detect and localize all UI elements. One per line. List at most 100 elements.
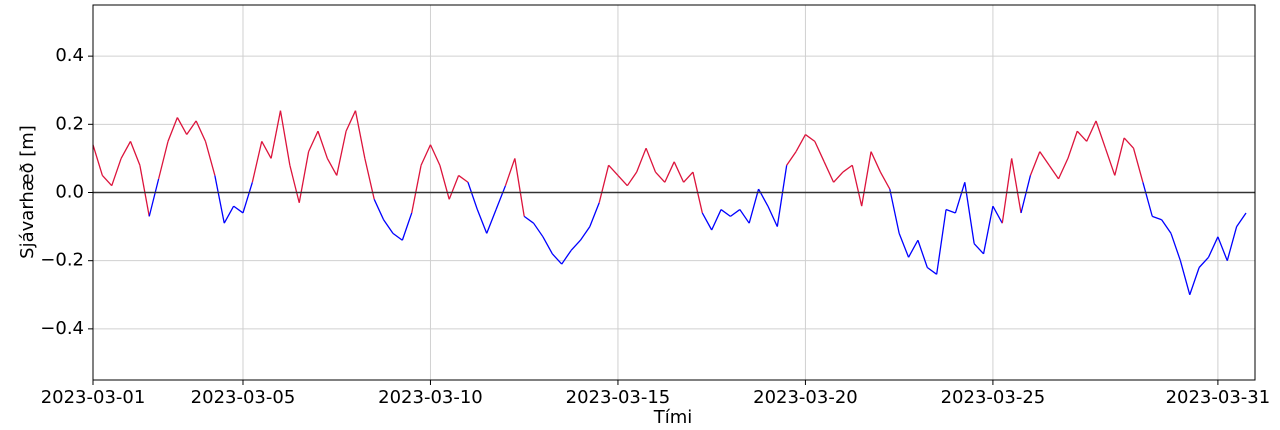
line-segment <box>1048 164 1060 180</box>
line-segment <box>298 151 310 203</box>
line-segment <box>795 134 807 152</box>
y-tick-label: 0.0 <box>55 182 84 203</box>
line-segment <box>261 141 272 159</box>
line-segment <box>289 165 300 203</box>
line-segment <box>739 209 750 224</box>
line-segment <box>223 205 235 224</box>
line-segment <box>157 141 169 180</box>
line-segment <box>514 158 525 217</box>
line-segment <box>1142 182 1153 217</box>
line-segment <box>186 120 197 135</box>
line-segment <box>664 161 675 183</box>
line-segment <box>495 185 507 210</box>
line-segment <box>467 182 478 210</box>
line-segment <box>982 206 994 254</box>
line-segment <box>448 175 460 200</box>
line-segment <box>120 141 132 159</box>
line-segment <box>926 266 938 275</box>
line-segment <box>1170 233 1182 261</box>
line-segment <box>429 144 441 166</box>
line-segment <box>617 175 628 187</box>
line-segment <box>195 120 207 142</box>
line-segment <box>598 165 610 203</box>
x-tick-label: 2023-03-20 <box>753 387 858 408</box>
plot-frame <box>92 4 1256 381</box>
x-tick-label: 2023-03-15 <box>566 387 671 408</box>
line-segment <box>945 208 956 214</box>
line-segment <box>936 209 947 275</box>
line-segment <box>842 164 853 173</box>
line-segment <box>1198 256 1209 268</box>
line-segment <box>533 222 544 238</box>
line-segment <box>636 147 647 173</box>
line-segment <box>486 209 497 234</box>
line-segment <box>1011 158 1022 214</box>
x-tick-label: 2023-03-05 <box>191 387 296 408</box>
line-segment <box>1152 215 1162 221</box>
line-segment <box>317 130 328 159</box>
line-segment <box>101 175 113 187</box>
line-segment <box>973 243 985 255</box>
line-segment <box>251 141 263 183</box>
line-segment <box>1123 137 1135 149</box>
line-segment <box>683 171 694 183</box>
line-segment <box>626 171 638 187</box>
line-segment <box>270 110 282 159</box>
line-segment <box>1132 148 1144 183</box>
line-segment <box>504 158 516 186</box>
line-segment <box>1179 260 1191 295</box>
line-segment <box>401 212 413 241</box>
line-segment <box>1057 158 1069 180</box>
line-segment <box>805 134 816 142</box>
line-segment <box>214 175 225 224</box>
line-segment <box>767 205 778 227</box>
line-segment <box>1217 236 1228 261</box>
line-segment <box>242 182 253 214</box>
line-segment <box>1029 151 1041 176</box>
line-segment <box>167 117 178 142</box>
line-segment <box>1001 158 1013 224</box>
line-segment <box>1020 175 1032 214</box>
line-segment <box>458 174 469 183</box>
line-segment <box>148 178 160 217</box>
line-segment <box>383 219 394 234</box>
line-segment <box>851 165 863 207</box>
line-segment <box>870 151 882 173</box>
line-segment <box>326 158 338 176</box>
line-segment <box>889 188 900 234</box>
line-segment <box>1226 226 1238 261</box>
line-segment <box>917 240 928 268</box>
line-segment <box>308 130 319 152</box>
x-axis-label: Tími <box>653 407 693 428</box>
line-segment <box>92 144 103 176</box>
line-segment <box>776 165 788 227</box>
x-tick-label: 2023-03-25 <box>941 387 1046 408</box>
line-segment <box>757 188 769 207</box>
line-segment <box>964 182 975 244</box>
line-segment <box>645 147 657 173</box>
line-segment <box>1095 120 1107 149</box>
line-segment <box>608 164 619 176</box>
line-segment <box>814 141 825 163</box>
line-segment <box>701 212 713 231</box>
line-segment <box>579 226 591 241</box>
line-segment <box>1104 147 1116 176</box>
line-segment <box>354 110 366 159</box>
x-tick-label: 2023-03-31 <box>1166 387 1271 408</box>
line-segment <box>420 144 432 166</box>
y-tick-label: 0.4 <box>55 45 84 66</box>
y-axis-label: Sjávarhæð [m] <box>17 125 38 259</box>
y-tick-label: −0.4 <box>40 318 84 339</box>
line-segment <box>720 209 731 217</box>
line-segment <box>345 110 357 132</box>
line-segment <box>730 209 741 217</box>
x-tick-label: 2023-03-01 <box>41 387 146 408</box>
line-segment <box>336 131 347 176</box>
line-segment <box>907 239 919 258</box>
line-segment <box>954 182 966 214</box>
line-segment <box>823 161 835 183</box>
line-segment <box>1086 120 1097 142</box>
line-segment <box>439 165 450 200</box>
line-segment <box>898 233 910 258</box>
